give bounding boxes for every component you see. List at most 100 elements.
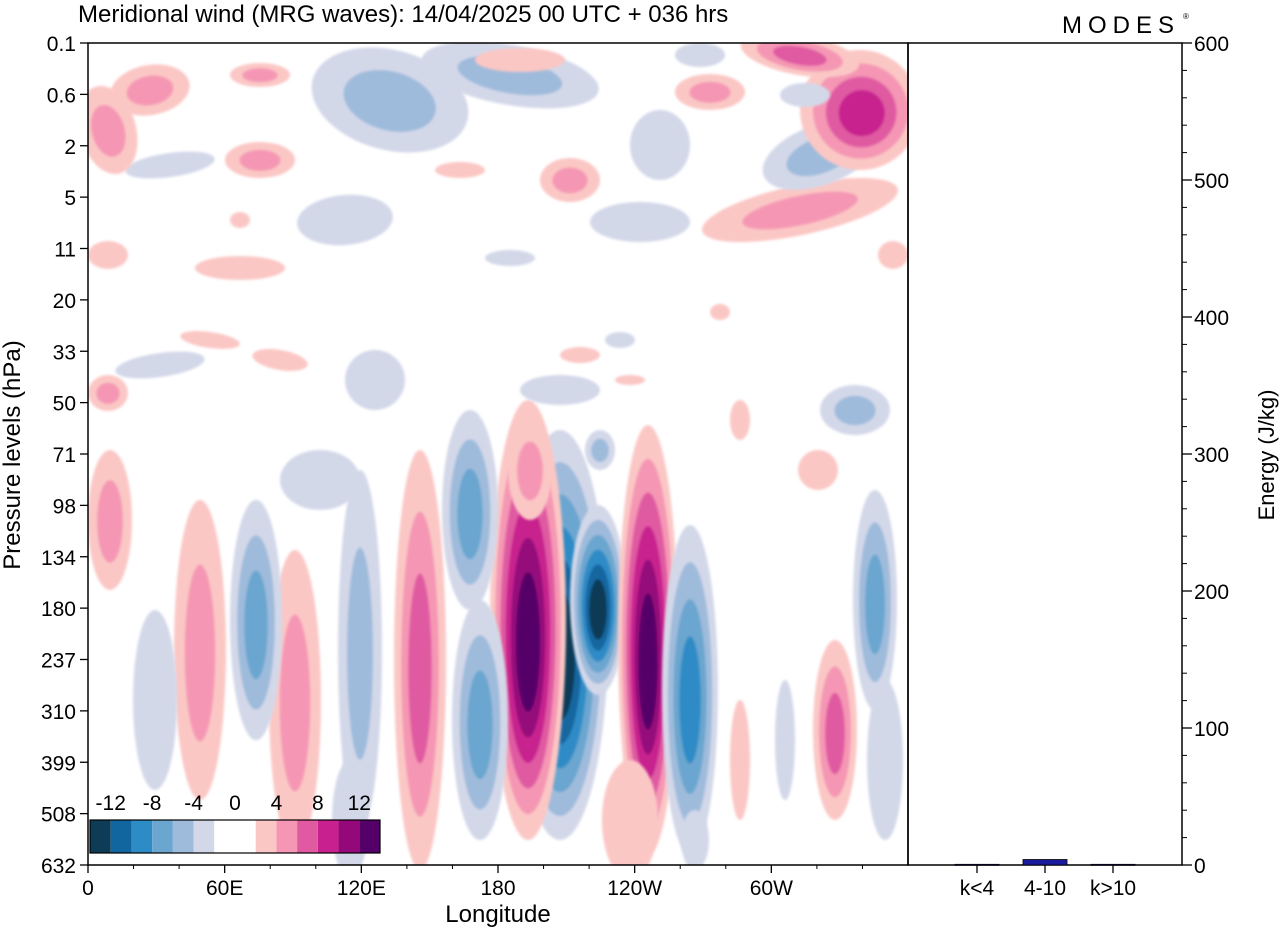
y-tick-label: 5	[64, 187, 76, 210]
contour-cell	[710, 304, 730, 320]
y-tick-label: 50	[53, 393, 76, 416]
contour-cell	[798, 450, 838, 490]
contour-level	[517, 441, 543, 501]
contour-cell	[133, 610, 177, 790]
brand-logo: MODES	[1062, 12, 1180, 39]
contour-cell	[345, 350, 405, 410]
energy-bar	[1022, 859, 1068, 866]
colorbar-label: 8	[312, 792, 324, 815]
energy-tick-label: 100	[1194, 718, 1229, 741]
contour-level	[730, 400, 750, 440]
energy-tick-label: 600	[1194, 33, 1229, 56]
contour-cell	[780, 83, 830, 107]
y-tick-label: 399	[41, 752, 76, 775]
contour-field	[88, 43, 908, 865]
colorbar-swatch	[172, 820, 194, 853]
contour-cell	[800, 50, 908, 170]
contour-level	[825, 692, 845, 775]
colorbar-swatch	[152, 820, 173, 853]
energy-tick-label: 400	[1194, 307, 1229, 330]
contour-level	[242, 68, 278, 83]
brand-mark: ®	[1183, 12, 1189, 21]
contour-cell	[590, 202, 690, 242]
contour-cell	[662, 525, 718, 855]
contour-cell	[615, 375, 645, 385]
colorbar-swatch	[90, 820, 111, 853]
contour-level	[279, 614, 311, 792]
contour-cell	[605, 332, 635, 348]
contour-cell	[490, 400, 566, 840]
x-tick-label: 120E	[337, 877, 386, 900]
colorbar-swatch	[214, 820, 235, 853]
energy-panel: 0 100 200 300 400 500 600 k<4 4-10 k>10	[954, 33, 1229, 900]
contour-cell	[730, 700, 750, 820]
contour-level	[96, 382, 120, 404]
contour-cell	[269, 550, 321, 850]
contour-level	[590, 202, 690, 242]
colorbar-label: -4	[184, 792, 203, 815]
y-tick-label: 632	[41, 855, 76, 878]
colorbar-swatch	[131, 820, 153, 853]
contour-level	[515, 572, 541, 712]
contour-cell	[435, 162, 485, 178]
contour-level	[834, 395, 876, 426]
contour-cell	[630, 110, 690, 180]
contour-cell	[853, 490, 897, 710]
energy-tick-label: 0	[1194, 855, 1206, 878]
y-tick-label: 237	[41, 650, 76, 673]
contour-cell	[338, 470, 382, 830]
contour-cell	[675, 43, 725, 67]
x-tick-label: 180	[480, 877, 515, 900]
contour-level	[97, 480, 123, 563]
y-tick-label: 98	[53, 495, 76, 518]
contour-cell	[813, 640, 857, 820]
colorbar-frame	[89, 819, 381, 854]
x-tick-label: 60W	[750, 877, 793, 900]
contour-level	[457, 468, 483, 560]
x-axis-label: Longitude	[445, 901, 550, 928]
contour-cell	[740, 43, 860, 78]
contour-cell	[195, 256, 285, 280]
energy-bar	[954, 863, 1000, 866]
contour-level	[681, 810, 709, 865]
contour-level	[591, 438, 609, 463]
colorbar-swatch	[235, 820, 256, 853]
contour-cell	[452, 600, 508, 840]
contour-cell	[675, 74, 745, 110]
colorbar-label: -12	[96, 792, 126, 815]
contour-cell	[110, 64, 190, 116]
contour-cell	[560, 347, 600, 363]
y-tick-label: 20	[53, 290, 76, 313]
contour-level	[775, 680, 795, 800]
contour-level	[408, 573, 432, 764]
contour-level	[638, 593, 658, 730]
contour-level	[589, 579, 607, 640]
contour-level	[435, 162, 485, 178]
contour-cell	[585, 430, 615, 470]
colorbar-swatch	[193, 820, 215, 853]
contour-cell	[475, 48, 565, 72]
contour-level	[280, 450, 360, 510]
contour-level	[230, 212, 250, 228]
y-tick-label: 2	[64, 136, 76, 159]
contour-level	[710, 304, 730, 320]
contour-cell	[520, 375, 600, 405]
contour-level	[90, 104, 126, 157]
contour-cell	[297, 194, 393, 246]
contour-level	[742, 191, 858, 230]
y-tick-label: 0.1	[47, 33, 76, 56]
contour-cell	[88, 450, 132, 590]
y-tick-label: 180	[41, 598, 76, 621]
contour-level	[780, 83, 830, 107]
contour-level	[865, 554, 885, 655]
contour-cell	[730, 400, 750, 440]
colorbar-label: 0	[229, 792, 241, 815]
contour-level	[798, 450, 838, 490]
colorbar-swatch	[110, 820, 132, 853]
contour-cell	[230, 500, 282, 740]
contour-cell	[115, 351, 205, 379]
energy-tick-label: 500	[1194, 170, 1229, 193]
contour-level	[125, 151, 215, 179]
energy-panel-frame	[907, 42, 1183, 866]
y-tick-label: 0.6	[47, 84, 76, 107]
